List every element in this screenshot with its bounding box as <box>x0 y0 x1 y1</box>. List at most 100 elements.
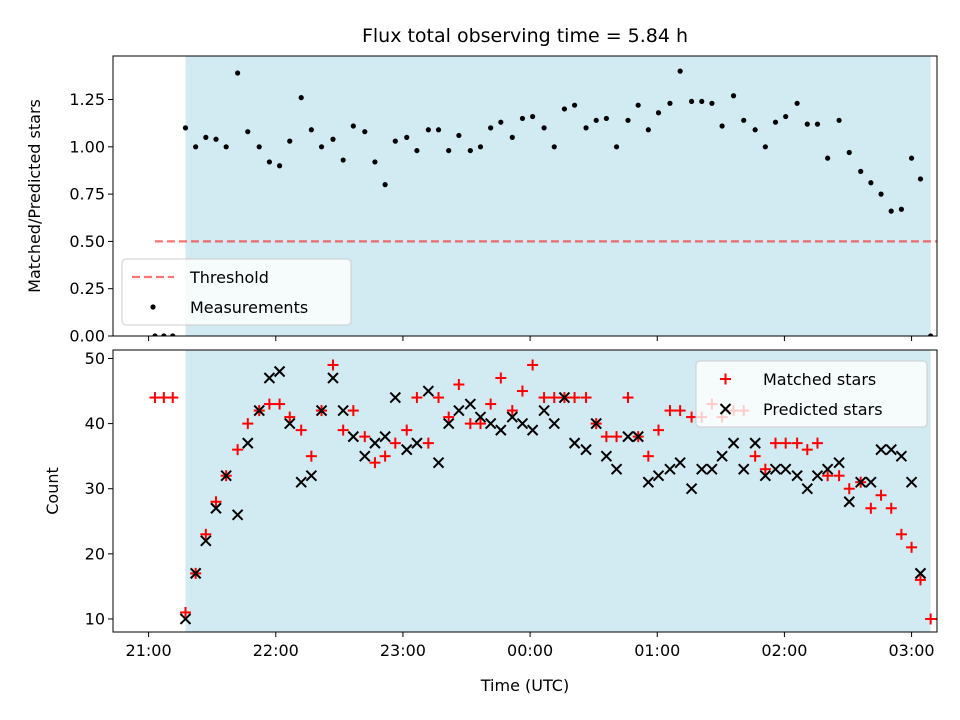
matched-star-point <box>934 617 937 620</box>
measurement-point <box>276 163 283 169</box>
predicted-marker-b <box>811 469 824 482</box>
predicted-star-point <box>273 365 286 378</box>
y-tick-label: 0.50 <box>69 232 105 251</box>
measurement-point <box>541 125 547 131</box>
predicted-star-point <box>253 404 265 417</box>
matched-star-point <box>337 424 349 436</box>
x-tick-label: 03:00 <box>889 641 935 660</box>
x-tick-label: 01:00 <box>634 641 680 660</box>
predicted-marker-b <box>642 476 655 488</box>
predicted-star-point <box>422 385 435 397</box>
matched-star-point <box>284 411 296 423</box>
predicted-star-point <box>833 456 845 469</box>
predicted-marker-b <box>432 456 445 469</box>
predicted-marker-b <box>821 463 834 475</box>
predicted-star-point <box>200 535 212 547</box>
measurement-point <box>868 180 874 186</box>
predicted-marker-b <box>538 404 550 417</box>
predicted-marker-b <box>315 404 328 417</box>
predicted-marker-b <box>632 430 644 443</box>
matched-star-point <box>843 483 855 495</box>
predicted-marker-b <box>652 469 665 482</box>
measurement-point <box>404 134 410 140</box>
measurement-point <box>330 136 336 142</box>
predicted-marker-b <box>674 456 686 469</box>
predicted-marker-b <box>295 476 307 488</box>
predicted-star-point <box>632 430 644 443</box>
measurement-point <box>456 132 462 139</box>
predicted-marker-b <box>568 437 581 449</box>
matched-star-point <box>347 405 359 417</box>
predicted-star-point <box>453 404 465 417</box>
matched-star-point <box>538 392 550 404</box>
predicted-star-point <box>642 476 655 488</box>
predicted-marker-b <box>464 398 477 410</box>
predicted-star-point <box>674 456 686 469</box>
legend-predicted-label: Predicted stars <box>763 400 883 419</box>
measurement-point <box>719 123 725 129</box>
measurement-point <box>425 127 431 133</box>
matched-star-point <box>801 444 813 456</box>
matched-star-point <box>569 392 581 404</box>
x-tick-label: 23:00 <box>380 641 426 660</box>
y-tick-label: 1.25 <box>69 90 105 109</box>
predicted-marker-b <box>622 430 634 443</box>
predicted-star-point <box>337 404 349 417</box>
matched-star-point <box>411 392 423 404</box>
matched-star-point <box>422 437 434 449</box>
predicted-marker-b <box>273 365 286 378</box>
matched-star-point <box>770 437 782 449</box>
measurement-point <box>603 115 609 122</box>
measurement-point <box>677 68 683 74</box>
measurement-point <box>170 333 176 336</box>
legend: Matched stars Predicted stars <box>695 360 928 428</box>
matched-star-point <box>875 489 887 501</box>
predicted-star-point <box>389 391 402 404</box>
predicted-star-point <box>706 463 718 475</box>
bottom-panel-count-plot: 10 20 30 40 50 21:00 22:00 23:00 00:00 01:00 02:00… <box>43 349 938 695</box>
predicted-marker-b <box>484 417 497 430</box>
predicted-star-point <box>284 417 296 430</box>
y-tick-label: 30 <box>85 479 105 498</box>
matched-star-point <box>401 424 413 436</box>
matched-star-point <box>327 359 339 371</box>
measurement-point <box>783 113 789 120</box>
predicted-star-point <box>210 502 222 514</box>
x-tick-label: 02:00 <box>761 641 807 660</box>
measurement-point <box>551 144 557 150</box>
matched-star-point <box>548 392 560 404</box>
matched-star-point <box>833 470 845 482</box>
predicted-star-point <box>558 391 571 404</box>
matched-star-point <box>516 385 528 397</box>
measurement-point <box>593 117 599 123</box>
matched-star-point <box>600 431 612 443</box>
legend-threshold-label: Threshold <box>189 268 269 287</box>
predicted-marker-b <box>914 567 927 580</box>
predicted-marker-b <box>749 437 761 449</box>
measurement-point <box>498 119 504 125</box>
matched-star-point <box>232 444 244 456</box>
measurement-point <box>836 117 842 123</box>
predicted-marker-b <box>231 509 244 521</box>
x-tick-label: 22:00 <box>253 641 299 660</box>
y-tick-label: 1.00 <box>69 137 105 156</box>
predicted-star-point <box>914 567 927 580</box>
predicted-marker-b <box>179 613 192 625</box>
predicted-star-point <box>464 398 477 410</box>
matched-star-point <box>464 418 476 430</box>
matched-star-point <box>167 392 179 404</box>
predicted-marker-b <box>905 476 918 488</box>
predicted-marker-b <box>210 502 222 514</box>
measurement-point <box>752 127 758 133</box>
legend-predicted-swatch <box>719 403 732 415</box>
matched-star-point <box>263 398 275 410</box>
measurement-point <box>928 333 934 336</box>
measurement-point <box>203 134 209 140</box>
predicted-star-point <box>442 417 455 430</box>
predicted-star-point <box>811 469 824 482</box>
chart-title: Flux total observing time = 5.84 h <box>362 25 688 47</box>
measurement-point <box>414 147 420 154</box>
y-axis-label: Matched/Predicted stars <box>25 99 44 293</box>
predicted-star-point <box>685 483 698 495</box>
measurement-point <box>530 113 536 120</box>
